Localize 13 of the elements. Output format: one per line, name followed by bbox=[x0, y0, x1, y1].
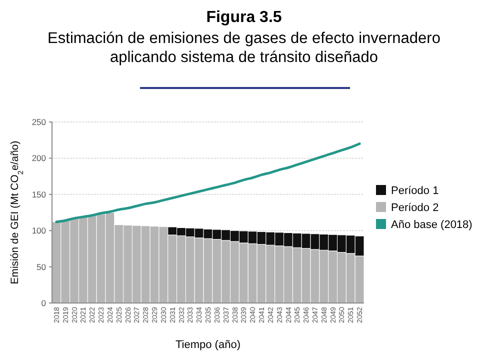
y-tick-label: 100 bbox=[32, 226, 46, 236]
chart-subtitle: Estimación de emisiones de gases de efecto invernadero aplicando sistema de tránsito diseñado bbox=[48, 30, 440, 66]
legend-label: Año base (2018) bbox=[391, 218, 472, 231]
legend-label: Período 1 bbox=[391, 184, 439, 197]
legend-label: Período 2 bbox=[391, 202, 439, 214]
y-tick-label: 0 bbox=[41, 298, 46, 308]
x-axis-title: Tiempo (año) bbox=[175, 339, 241, 351]
y-tick-label: 150 bbox=[32, 189, 46, 200]
y-tick-label: 250 bbox=[32, 116, 46, 127]
line-series bbox=[55, 142, 361, 224]
y-tick-label: 50 bbox=[36, 262, 46, 272]
y-tick-label: 200 bbox=[32, 153, 46, 164]
chart-title: Figura 3.5 bbox=[206, 9, 282, 26]
